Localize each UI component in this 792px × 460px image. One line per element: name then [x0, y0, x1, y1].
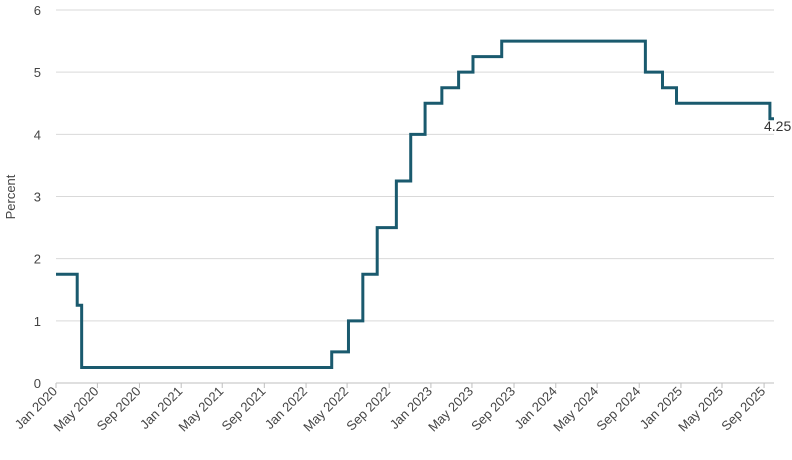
end-value-label: 4.25 [764, 118, 791, 134]
x-tick-label: May 2023 [425, 384, 476, 435]
x-tick-label: May 2025 [675, 384, 726, 435]
x-tick-label: Sep 2021 [218, 384, 268, 434]
x-tick-label: May 2024 [550, 384, 601, 435]
series-group [56, 39, 774, 369]
x-tick-label: May 2020 [51, 384, 102, 435]
y-axis-ticks: 0 1 2 3 4 5 6 [34, 3, 41, 391]
y-tick-label: 3 [34, 190, 41, 205]
x-tick-label: Sep 2020 [94, 384, 144, 434]
x-tick-label: May 2021 [175, 384, 226, 435]
y-tick-label: 4 [34, 127, 41, 142]
gridlines [56, 9, 774, 322]
x-tick-label: Sep 2025 [718, 384, 768, 434]
y-tick-label: 0 [34, 376, 41, 391]
x-tick-label: Sep 2023 [468, 384, 518, 434]
y-tick-label: 2 [34, 252, 41, 267]
y-tick-label: 5 [34, 65, 41, 80]
y-axis-title: Percent [3, 174, 18, 219]
series-line [56, 39, 774, 369]
x-tick-label: Sep 2024 [593, 384, 643, 434]
y-tick-label: 6 [34, 3, 41, 18]
x-tick-label: May 2022 [300, 384, 351, 435]
x-tick-label: Sep 2022 [343, 384, 393, 434]
annotations: 4.25 [764, 118, 791, 134]
y-tick-label: 1 [34, 314, 41, 329]
